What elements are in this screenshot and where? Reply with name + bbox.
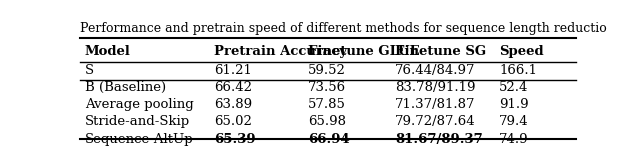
Text: 71.37/81.87: 71.37/81.87: [395, 98, 476, 111]
Text: Model: Model: [85, 45, 131, 58]
Text: 63.89: 63.89: [214, 98, 252, 111]
Text: 52.4: 52.4: [499, 81, 529, 94]
Text: S: S: [85, 64, 94, 77]
Text: Finetune GLUE: Finetune GLUE: [308, 45, 420, 58]
Text: Average pooling: Average pooling: [85, 98, 194, 111]
Text: 73.56: 73.56: [308, 81, 346, 94]
Text: Speed: Speed: [499, 45, 544, 58]
Text: Performance and pretrain speed of different methods for sequence length reductio: Performance and pretrain speed of differ…: [80, 22, 607, 35]
Text: 79.72/87.64: 79.72/87.64: [395, 115, 476, 128]
Text: 57.85: 57.85: [308, 98, 346, 111]
Text: 74.9: 74.9: [499, 133, 529, 146]
Text: 61.21: 61.21: [214, 64, 252, 77]
Text: 76.44/84.97: 76.44/84.97: [395, 64, 476, 77]
Text: 66.94: 66.94: [308, 133, 350, 146]
Text: 65.39: 65.39: [214, 133, 255, 146]
Text: 166.1: 166.1: [499, 64, 537, 77]
Text: 59.52: 59.52: [308, 64, 346, 77]
Text: 65.98: 65.98: [308, 115, 346, 128]
Text: Sequence-AltUp: Sequence-AltUp: [85, 133, 193, 146]
Text: 91.9: 91.9: [499, 98, 529, 111]
Text: 83.78/91.19: 83.78/91.19: [395, 81, 476, 94]
Text: Pretrain Accuracy: Pretrain Accuracy: [214, 45, 347, 58]
Text: 81.67/89.37: 81.67/89.37: [395, 133, 483, 146]
Text: B (Baseline): B (Baseline): [85, 81, 166, 94]
Text: Finetune SG: Finetune SG: [395, 45, 486, 58]
Text: 79.4: 79.4: [499, 115, 529, 128]
Text: 66.42: 66.42: [214, 81, 252, 94]
Text: Stride-and-Skip: Stride-and-Skip: [85, 115, 190, 128]
Text: 65.02: 65.02: [214, 115, 252, 128]
